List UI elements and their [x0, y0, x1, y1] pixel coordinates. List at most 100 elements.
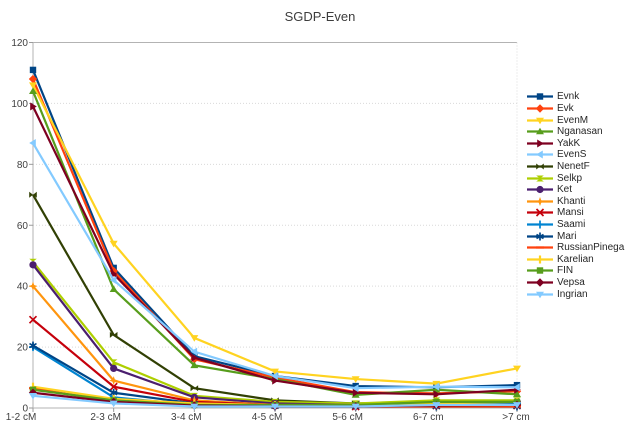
square-marker-icon — [536, 267, 544, 275]
diamond-marker-icon — [535, 278, 545, 287]
arrow-left-marker-icon — [109, 276, 117, 285]
star-marker-icon — [28, 281, 38, 291]
series-Evnk — [29, 66, 521, 391]
x-marker-icon — [535, 208, 545, 217]
y-axis-label: 60 — [17, 221, 29, 232]
arrow-right-marker-icon — [30, 102, 37, 111]
arrow-up-marker-icon — [513, 390, 521, 398]
series-EvenM — [29, 82, 521, 388]
legend-label: Selkp — [557, 172, 583, 184]
arrow-down-marker-icon — [513, 365, 521, 373]
legend-label: Nganasan — [557, 126, 603, 138]
y-axis-label: 40 — [17, 282, 29, 293]
arrow-down-marker-icon — [190, 403, 199, 411]
legend-label: Saami — [557, 219, 586, 230]
legend-marker — [527, 208, 553, 217]
legend-marker — [527, 267, 553, 275]
legend-item-Evk: Evk — [527, 103, 624, 115]
arrow-left-marker-icon — [351, 384, 359, 393]
legend-marker — [527, 104, 553, 113]
legend-label: Ingrian — [557, 288, 588, 300]
x-axis-label: 2-3 cM — [90, 412, 121, 423]
arrow-right-marker-icon — [191, 353, 199, 362]
legend-label: NenetF — [557, 160, 590, 172]
arrow-up-marker-icon — [109, 285, 118, 293]
legend-item-Vepsa: Vepsa — [527, 277, 624, 289]
bowtie-marker-icon — [190, 385, 199, 392]
asterisk-marker-icon — [109, 390, 118, 396]
x-axis-label: 6-7 cm — [413, 412, 444, 423]
arrow-down-marker-icon — [29, 82, 37, 89]
legend-label: YakK — [557, 137, 581, 149]
arrow-up-marker-icon — [190, 361, 199, 369]
legend-label: FIN — [557, 265, 574, 277]
arrow-right-marker-icon — [352, 388, 360, 397]
square-marker-icon — [29, 66, 37, 74]
arrow-down-marker-icon — [536, 291, 544, 298]
legend-item-YakK: YakK — [527, 137, 624, 149]
arrow-right-marker-icon — [272, 376, 279, 385]
diamond-marker-icon — [535, 104, 545, 113]
legend-item-Karelian: Karelian — [527, 254, 624, 266]
circle-marker-icon — [110, 364, 118, 373]
legend-item-Mari: Mari — [527, 230, 624, 242]
legend-marker — [527, 246, 553, 249]
legend-marker — [527, 220, 553, 229]
arrow-down-marker-icon — [513, 402, 521, 409]
arrow-down-marker-icon — [432, 380, 441, 388]
bowtie-marker-icon — [29, 191, 37, 198]
legend-marker — [527, 291, 553, 298]
arrow-down-marker-icon — [432, 402, 441, 409]
legend-label: Mari — [557, 230, 577, 242]
legend-label: Karelian — [557, 253, 594, 265]
series-Mansi — [28, 315, 522, 411]
asterisk-marker-icon — [536, 233, 544, 239]
chart-title: SGDP-Even — [284, 9, 356, 24]
y-axis-label: 100 — [11, 99, 28, 110]
x-marker-icon — [28, 315, 38, 324]
legend-item-Evnk: Evnk — [527, 91, 624, 103]
x-marker-icon — [109, 382, 118, 391]
series-line — [31, 78, 518, 395]
arrow-up-marker-icon — [536, 127, 544, 135]
bowtie-marker-icon — [536, 163, 544, 170]
star-marker-icon — [535, 196, 545, 206]
legend-item-NenetF: NenetF — [527, 161, 624, 173]
arrow-down-marker-icon — [271, 403, 279, 411]
x-axis-label: 4-5 cM — [252, 412, 283, 423]
legend-item-Selkp: Selkp — [527, 172, 624, 184]
legend-item-FIN: FIN — [527, 265, 624, 277]
star-marker-icon — [109, 376, 119, 386]
arrow-down-marker-icon — [29, 393, 37, 400]
legend-marker — [527, 150, 553, 159]
arrow-down-marker-icon — [109, 400, 118, 408]
series-YakK — [30, 102, 521, 399]
legend-label: Ket — [557, 184, 573, 196]
hourglass-marker-icon — [109, 359, 118, 366]
series-Selkp — [29, 258, 521, 407]
y-axis-label: 80 — [17, 160, 29, 171]
legend-item-Saami: Saami — [527, 219, 624, 231]
legend-marker — [527, 93, 553, 100]
arrow-down-marker-icon — [351, 376, 360, 383]
circle-marker-icon — [29, 261, 37, 269]
arrow-left-marker-icon — [29, 139, 36, 148]
legend: Evnk Evk EvenM Nganasan YakK EvenS NenetF Selkp… — [527, 91, 624, 300]
bowtie-marker-icon — [109, 331, 118, 338]
hbar-marker-icon — [536, 246, 544, 249]
asterisk-marker-icon — [29, 342, 37, 349]
square-marker-icon — [536, 93, 544, 100]
legend-label: EvenM — [557, 114, 589, 126]
legend-marker — [527, 186, 553, 194]
x-axis-label: 3-4 cM — [171, 412, 202, 423]
arrow-right-marker-icon — [537, 139, 544, 148]
y-axis-label: 20 — [17, 343, 29, 354]
y-axis-label: 120 — [11, 38, 28, 49]
legend-label: Mansi — [557, 207, 584, 219]
arrow-up-marker-icon — [29, 87, 37, 95]
legend-item-Nganasan: Nganasan — [527, 126, 624, 138]
legend-label: EvenS — [557, 149, 587, 161]
arrow-down-marker-icon — [351, 403, 360, 411]
legend-marker — [527, 255, 553, 264]
series-EvenS — [29, 139, 520, 393]
